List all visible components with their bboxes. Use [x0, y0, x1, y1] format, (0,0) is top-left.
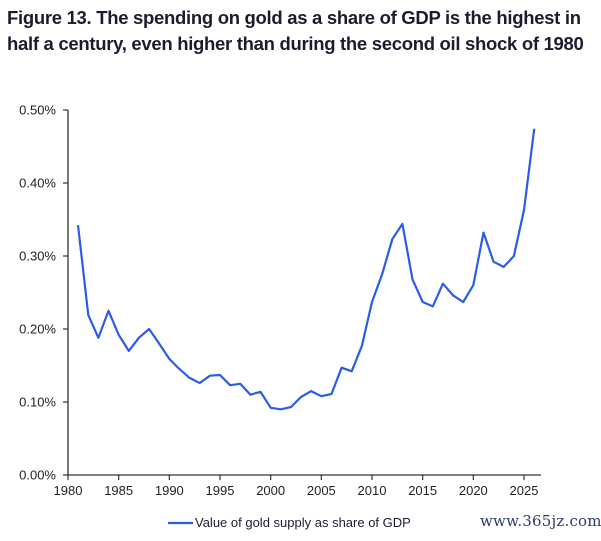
legend-label: Value of gold supply as share of GDP — [195, 515, 411, 530]
x-tick-label: 2000 — [256, 483, 285, 498]
axes — [67, 110, 541, 476]
watermark: www.365jz.com — [480, 512, 601, 530]
x-axis-ticks: 1980 1985 1990 1995 2000 2005 2010 2015 2020 2025 — [54, 475, 539, 498]
x-tick-label: 1985 — [104, 483, 133, 498]
x-tick-label: 1995 — [206, 483, 235, 498]
series-group — [76, 128, 536, 411]
y-axis-ticks: 0.00% 0.10% 0.20% 0.30% 0.40% 0.50% — [19, 103, 68, 483]
y-tick-label: 0.50% — [19, 103, 56, 118]
y-tick-label: 0.20% — [19, 322, 56, 337]
x-tick-label: 2010 — [358, 483, 387, 498]
y-tick-label: 0.30% — [19, 249, 56, 264]
x-tick-label: 1990 — [155, 483, 184, 498]
x-tick-label: 2005 — [307, 483, 336, 498]
legend: Value of gold supply as share of GDP — [168, 515, 411, 530]
y-tick-label: 0.10% — [19, 395, 56, 410]
chart-title: Figure 13. The spending on gold as a sha… — [7, 7, 584, 54]
x-tick-label: 2015 — [408, 483, 437, 498]
x-tick-label: 2020 — [459, 483, 488, 498]
x-tick-label: 2025 — [510, 483, 539, 498]
y-tick-label: 0.40% — [19, 176, 56, 191]
y-tick-label: 0.00% — [19, 468, 56, 483]
series-line — [76, 128, 536, 411]
x-tick-label: 1980 — [54, 483, 83, 498]
